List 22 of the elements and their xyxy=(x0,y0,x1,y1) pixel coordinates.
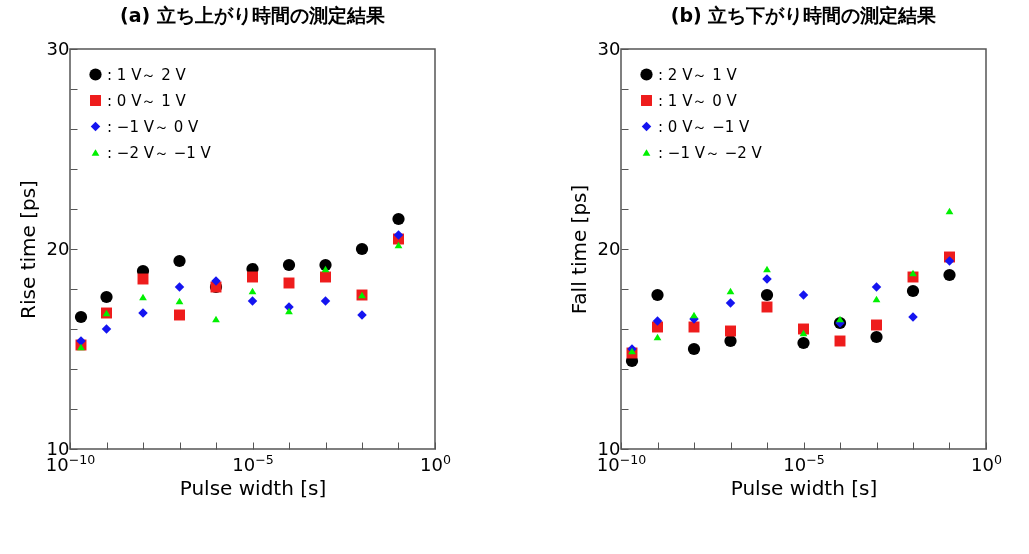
y-tick-label: 30 xyxy=(46,37,70,59)
legend-label: : −2 V～ −1 V xyxy=(107,143,212,162)
x-tick-label: 10$^{0}$ xyxy=(971,451,1002,475)
y-axis-title: Rise time [ps] xyxy=(15,180,40,319)
x-tick-label: 10$^{−5}$ xyxy=(232,451,274,475)
x-tick-label: 10$^{−5}$ xyxy=(783,451,825,475)
y-axis-title: Fall time [ps] xyxy=(566,184,591,315)
legend-label: : −1 V～ 0 V xyxy=(107,117,200,136)
y-tick-label: 20 xyxy=(597,237,621,259)
legend-label: : 1 V～ 2 V xyxy=(107,65,187,84)
chart-title: (a) 立ち上がり時間の測定結果 xyxy=(120,4,386,26)
chart-title: (b) 立ち下がり時間の測定結果 xyxy=(670,4,938,26)
x-axis-title: Pulse width [s] xyxy=(179,475,327,500)
legend-label: : 1 V～ 0 V xyxy=(658,91,738,110)
legend-label: : 0 V～ −1 V xyxy=(658,117,751,136)
x-tick-label: 10$^{0}$ xyxy=(420,451,451,475)
y-tick-label: 20 xyxy=(46,237,70,259)
legend-label: : 2 V～ 1 V xyxy=(658,65,738,84)
legend-label: : 0 V～ 1 V xyxy=(107,91,187,110)
x-axis-title: Pulse width [s] xyxy=(730,475,878,500)
legend-label: : −1 V～ −2 V xyxy=(658,143,763,162)
y-tick-label: 30 xyxy=(597,37,621,59)
